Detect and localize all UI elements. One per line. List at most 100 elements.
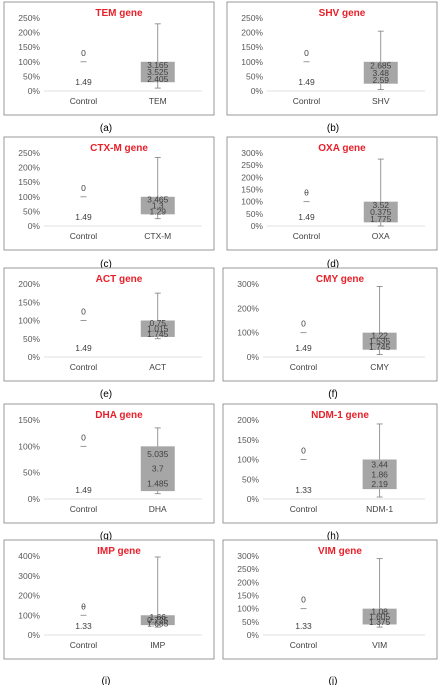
box-body [363, 61, 398, 84]
box-data-label: 1.22 [371, 331, 388, 341]
panel-frame [3, 267, 215, 382]
panel-caption: (h) [327, 531, 339, 542]
y-tick-label: 100% [237, 328, 259, 338]
y-tick-label: 0% [247, 630, 260, 640]
x-tick-label: Control [70, 640, 98, 650]
panel-caption: (j) [329, 676, 338, 685]
x-tick-label: OXA [372, 231, 390, 241]
chart-panel-j: VIM gene 0% 50% 100% 150% 200% 250% 300% Control… [222, 539, 438, 660]
box-data-label: 0.75 [149, 318, 166, 328]
box-body [140, 446, 175, 492]
y-tick-label: 200% [241, 28, 263, 38]
chart-panel-i: IMP gene 0% 100% 200% 300% 400% Control IMP θ 1.3… [3, 539, 215, 660]
x-tick-label: Control [293, 96, 321, 106]
x-tick-label: Control [70, 96, 98, 106]
panel-caption: (a) [100, 123, 112, 134]
box-data-label: 1.605 [369, 612, 391, 622]
box-data-label: 3.465 [147, 195, 169, 205]
y-tick-label: 250% [18, 148, 40, 158]
y-tick-label: 150% [241, 42, 263, 52]
box-data-label: 1.535 [369, 336, 391, 346]
box-data-label: 2.405 [147, 74, 169, 84]
x-tick-label: Control [70, 231, 98, 241]
chart-title: CMY gene [316, 274, 365, 285]
y-tick-label: 0% [251, 86, 264, 96]
chart-panel-g: DHA gene 0% 50% 100% 150% Control DHA 0 1.49 5.03… [3, 403, 215, 524]
control-data-label: 0 [81, 307, 86, 317]
y-tick-label: 250% [241, 160, 263, 170]
x-tick-label: NDM-1 [366, 504, 393, 514]
panel-frame [222, 267, 438, 382]
y-tick-label: 50% [242, 617, 259, 627]
chart-title: NDM-1 gene [311, 410, 369, 421]
chart-title: ACT gene [96, 274, 143, 285]
box-body [362, 459, 397, 490]
y-tick-label: 250% [237, 564, 259, 574]
x-tick-label: DHA [149, 504, 167, 514]
x-tick-label: IMP [150, 640, 165, 650]
y-tick-label: 100% [18, 57, 40, 67]
y-tick-label: 0% [28, 221, 41, 231]
chart-panel-b: SHV gene 0% 50% 100% 150% 200% 250% Control SHV 0… [226, 1, 438, 116]
box-data-label: 1.015 [147, 324, 169, 334]
box-data-label: 2.685 [370, 60, 392, 70]
box-data-label: 3.48 [372, 68, 389, 78]
x-tick-label: CTX-M [144, 231, 171, 241]
y-tick-label: 50% [246, 71, 263, 81]
y-tick-label: 50% [23, 468, 40, 478]
panel-caption: (e) [100, 389, 112, 400]
y-tick-label: 50% [23, 206, 40, 216]
box-data-label: 1.66 [149, 612, 166, 622]
panel-frame [226, 136, 438, 251]
box-data-label: 3.165 [147, 60, 169, 70]
panel-caption: (d) [327, 259, 339, 270]
y-tick-label: 200% [237, 303, 259, 313]
y-tick-label: 150% [18, 297, 40, 307]
control-data-label: 0 [81, 183, 86, 193]
control-data-label: 1.49 [298, 77, 315, 87]
control-data-label: 1.33 [295, 485, 312, 495]
control-data-label: 1.49 [75, 77, 92, 87]
control-data-label: 1.49 [75, 485, 92, 495]
panel-frame [3, 539, 215, 660]
y-tick-label: 250% [241, 13, 263, 23]
y-tick-label: 300% [18, 571, 40, 581]
y-tick-label: 200% [241, 172, 263, 182]
chart-title: VIM gene [318, 546, 362, 557]
control-data-label: 1.49 [298, 212, 315, 222]
control-data-label: 1.33 [295, 621, 312, 631]
chart-title: SHV gene [319, 8, 366, 19]
box-data-label: 3.525 [147, 67, 169, 77]
y-tick-label: 200% [18, 279, 40, 289]
y-tick-label: 300% [237, 551, 259, 561]
box-data-label: 0.725 [147, 615, 169, 625]
y-tick-label: 400% [18, 551, 40, 561]
y-tick-label: 0% [28, 630, 41, 640]
panel-caption: (i) [102, 676, 111, 685]
chart-title: CTX-M gene [90, 143, 148, 154]
x-tick-label: TEM [149, 96, 167, 106]
y-tick-label: 100% [18, 441, 40, 451]
x-tick-label: Control [293, 231, 321, 241]
x-tick-label: Control [290, 504, 318, 514]
control-data-label: 1.49 [75, 343, 92, 353]
chart-panel-e: ACT gene 0% 50% 100% 150% 200% Control ACT 0 1.49… [3, 267, 215, 382]
control-data-label: 1.49 [75, 212, 92, 222]
y-tick-label: 300% [241, 148, 263, 158]
x-tick-label: CMY [370, 362, 389, 372]
box-data-label: 1.375 [369, 617, 391, 627]
box-body [363, 201, 398, 223]
chart-panel-h: NDM-1 gene 0% 50% 100% 150% 200% Control NDM-1 0… [222, 403, 438, 524]
control-data-label: θ [81, 601, 86, 611]
chart-panel-d: OXA gene 0% 50% 100% 150% 200% 250% 300% Control… [226, 136, 438, 251]
panel-frame [3, 1, 215, 116]
chart-title: OXA gene [318, 143, 366, 154]
control-data-label: 0 [301, 595, 306, 605]
y-tick-label: 200% [237, 577, 259, 587]
control-data-label: 1.33 [75, 621, 92, 631]
box-body [140, 320, 175, 337]
box-data-label: 3.7 [152, 464, 164, 474]
box-body [362, 608, 397, 625]
y-tick-label: 200% [18, 163, 40, 173]
y-tick-label: 0% [28, 86, 41, 96]
